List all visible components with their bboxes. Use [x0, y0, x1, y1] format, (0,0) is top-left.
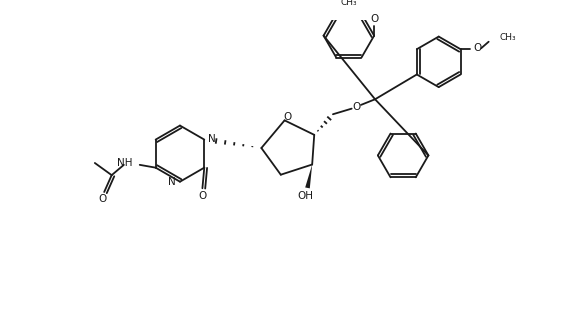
Text: N: N: [168, 177, 175, 187]
Text: O: O: [370, 14, 378, 24]
Text: O: O: [352, 102, 360, 112]
Text: OH: OH: [298, 191, 314, 201]
Text: O: O: [473, 43, 481, 53]
Text: O: O: [98, 194, 106, 205]
Text: O: O: [198, 191, 207, 201]
Text: NH: NH: [117, 158, 132, 168]
Text: CH₃: CH₃: [341, 0, 358, 7]
Polygon shape: [305, 165, 312, 188]
Text: O: O: [283, 112, 292, 122]
Text: N: N: [208, 134, 216, 144]
Text: CH₃: CH₃: [500, 33, 516, 43]
